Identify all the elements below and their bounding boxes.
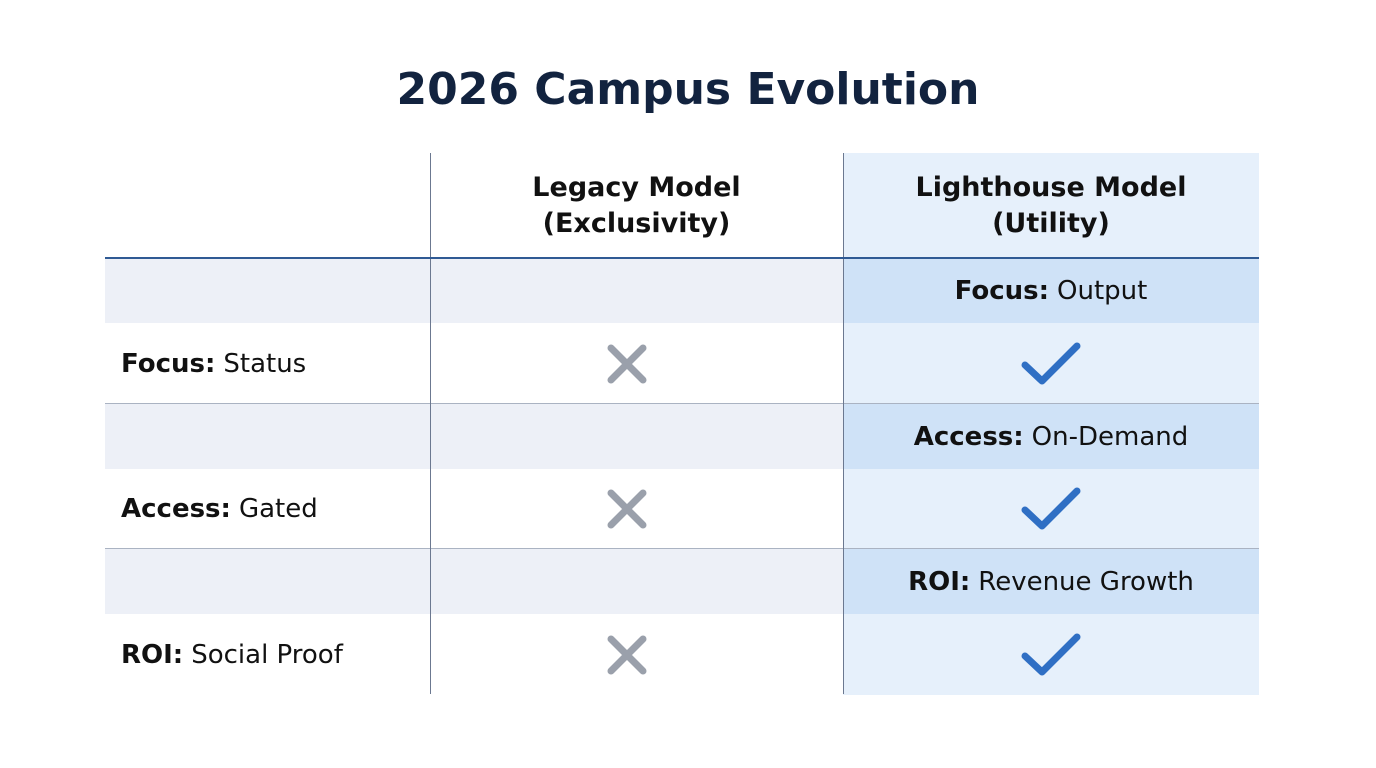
x-icon <box>430 469 843 549</box>
header-line: Lighthouse Model <box>915 171 1187 203</box>
label-value: Social Proof <box>191 639 343 670</box>
header-line: (Utility) <box>992 207 1110 239</box>
legacy-label: Focus: Status <box>105 323 430 404</box>
lighthouse-label: Access: On-Demand <box>843 404 1259 469</box>
lighthouse-header-bg <box>843 153 1259 258</box>
label-key: Access: <box>121 494 231 524</box>
page-title: 2026 Campus Evolution <box>396 64 980 115</box>
row-band <box>105 258 843 323</box>
label-value: Revenue Growth <box>978 566 1194 597</box>
check-icon <box>843 469 1259 549</box>
label-key: ROI: <box>908 566 971 597</box>
label-value: On-Demand <box>1031 421 1189 452</box>
lighthouse-label: Focus: Output <box>843 258 1259 323</box>
label-key: ROI: <box>121 639 184 670</box>
column-header-lighthouse: Lighthouse Model (Utility) <box>843 153 1259 258</box>
check-icon <box>843 614 1259 695</box>
x-icon <box>430 323 843 404</box>
x-icon <box>430 614 843 695</box>
header-line: Legacy Model <box>532 171 741 203</box>
label-key: Access: <box>913 421 1024 452</box>
row-band <box>105 404 843 469</box>
label-value: Output <box>1057 275 1148 306</box>
label-key: Focus: <box>121 348 216 379</box>
column-divider <box>430 153 431 694</box>
lighthouse-label: ROI: Revenue Growth <box>843 549 1259 614</box>
header-divider <box>105 257 1259 259</box>
row-divider <box>105 403 1259 404</box>
column-divider <box>843 153 844 694</box>
label-value: Status <box>223 348 307 379</box>
check-icon <box>843 323 1259 404</box>
legacy-label: ROI: Social Proof <box>105 614 430 695</box>
header-line: (Exclusivity) <box>542 207 731 239</box>
label-value: Gated <box>238 494 318 524</box>
label-key: Focus: <box>954 275 1050 306</box>
row-divider <box>105 548 1259 549</box>
row-band <box>105 549 843 614</box>
legacy-label: Access: Gated <box>105 469 430 549</box>
column-header-legacy: Legacy Model (Exclusivity) <box>430 153 843 258</box>
